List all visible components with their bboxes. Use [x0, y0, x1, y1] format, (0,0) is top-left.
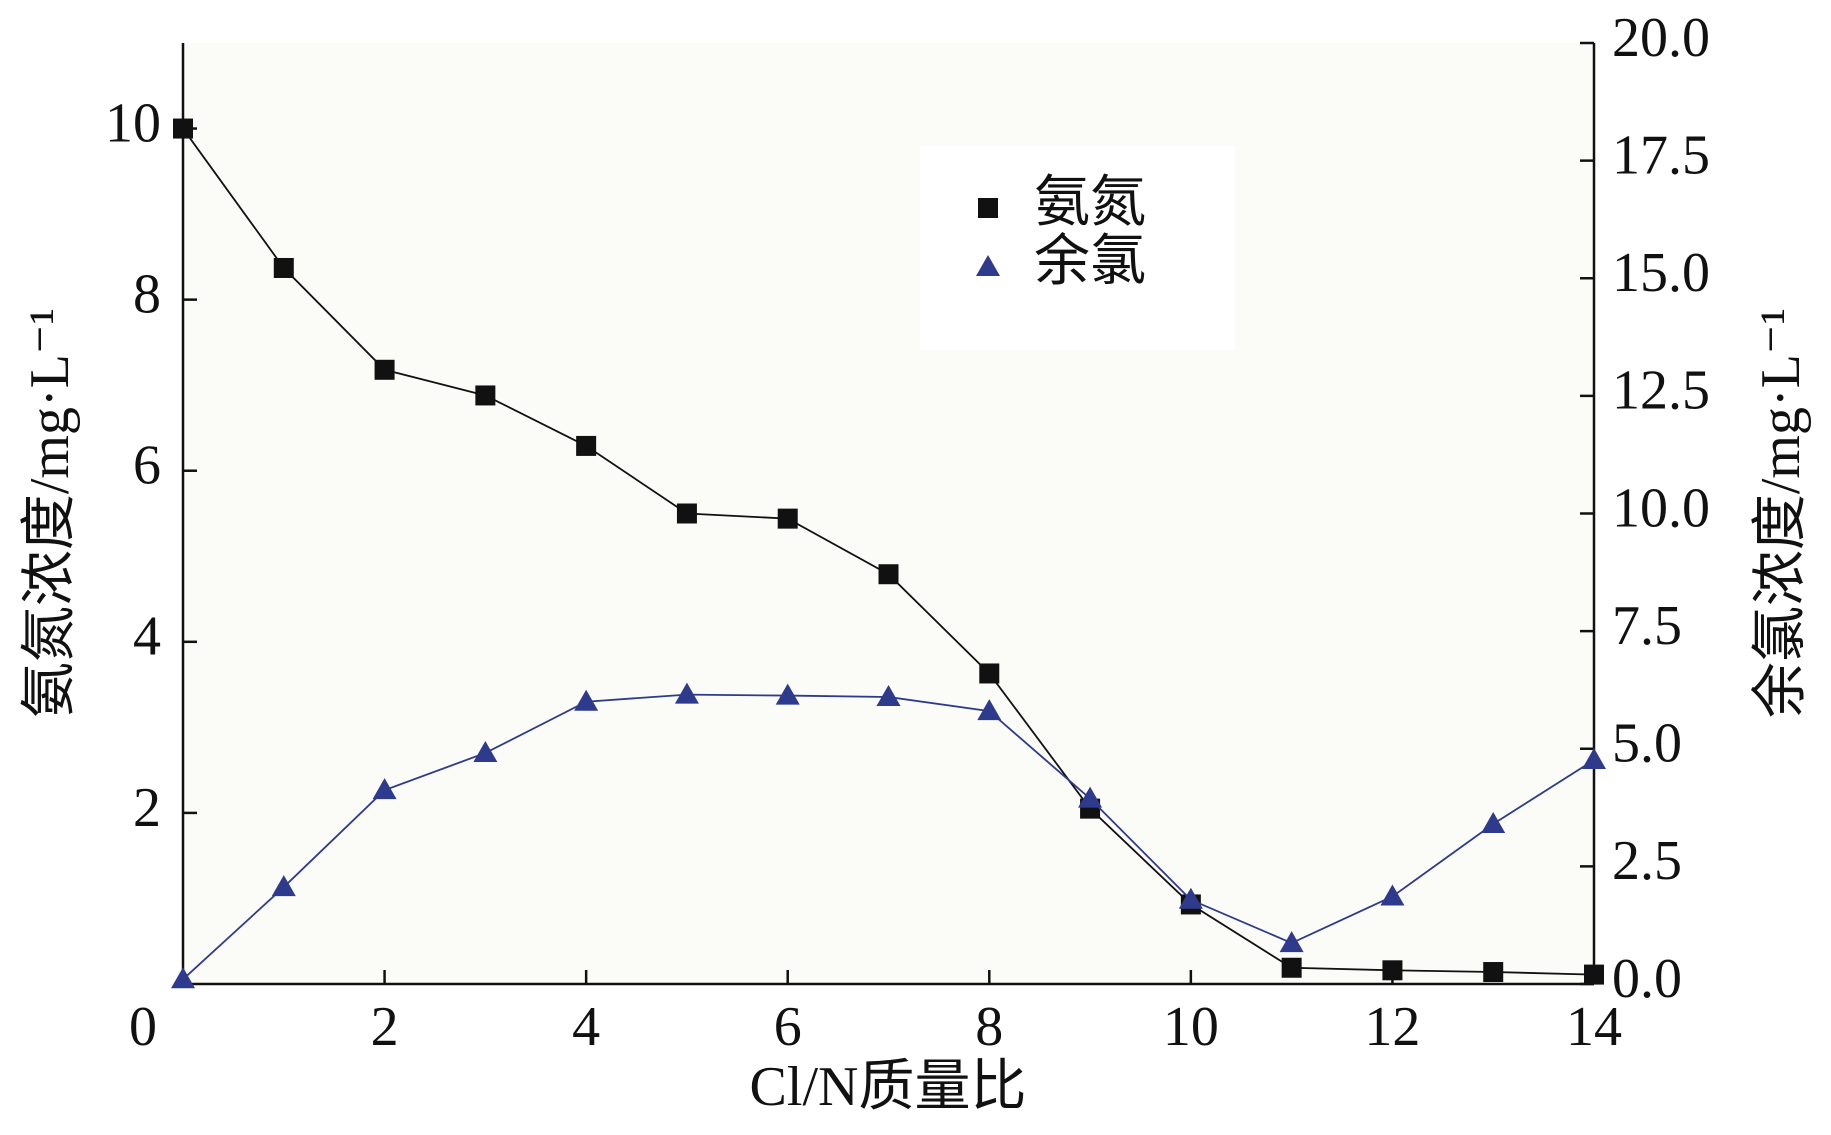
x-tick-label: 12 — [1364, 996, 1420, 1058]
point — [1481, 812, 1506, 834]
y-axis-label: 氨氮浓度/mg·L⁻¹ — [19, 308, 81, 718]
y-tick-label: 4 — [133, 606, 161, 668]
point — [676, 503, 697, 524]
x-axis-label: Cl/N质量比 — [750, 1056, 1027, 1118]
y-tick-label: 10 — [105, 92, 161, 154]
point — [173, 118, 193, 139]
x-tick-label: 10 — [1163, 996, 1219, 1058]
y2-tick-label: 17.5 — [1612, 124, 1710, 186]
y2-tick-label: 12.5 — [1612, 360, 1710, 422]
point — [475, 385, 496, 406]
legend-marker — [976, 255, 1000, 276]
y2-tick-label: 5.0 — [1612, 713, 1682, 775]
point — [576, 435, 597, 456]
point — [374, 359, 395, 380]
point — [1078, 786, 1103, 808]
y2-tick-label: 20.0 — [1612, 7, 1710, 69]
y2-axis-label: 余氯浓度/mg·L⁻¹ — [1750, 308, 1812, 718]
y-tick-label: 6 — [133, 435, 161, 497]
point — [473, 740, 498, 762]
legend-label: 氨氮 — [1034, 172, 1146, 234]
point — [1582, 748, 1606, 770]
point — [273, 257, 294, 278]
point — [171, 967, 195, 989]
x-tick-label: 2 — [371, 996, 399, 1058]
y2-tick-label: 2.5 — [1612, 830, 1682, 892]
y2-tick-label: 0.0 — [1612, 948, 1682, 1010]
point — [1178, 887, 1203, 909]
point — [1380, 884, 1405, 906]
y2-tick-label: 10.0 — [1612, 477, 1710, 539]
x-tick-label: 0 — [129, 996, 157, 1058]
point — [1279, 931, 1304, 953]
point — [878, 564, 899, 585]
point — [777, 508, 798, 529]
point — [574, 689, 599, 711]
point — [979, 663, 1000, 684]
y-tick-label: 8 — [133, 263, 161, 325]
point — [876, 684, 901, 706]
x-tick-label: 6 — [774, 996, 802, 1058]
point — [1281, 957, 1302, 978]
legend-marker — [978, 198, 998, 218]
point — [1584, 964, 1604, 985]
legend-box — [920, 146, 1235, 350]
point — [372, 778, 397, 800]
point — [271, 875, 296, 897]
plot-background — [183, 43, 1594, 984]
point — [1382, 960, 1403, 981]
point — [1483, 962, 1504, 983]
x-tick-label: 14 — [1566, 996, 1622, 1058]
x-tick-label: 4 — [572, 996, 600, 1058]
point — [775, 683, 800, 705]
point — [674, 682, 699, 704]
y-tick-label: 2 — [133, 777, 161, 839]
y2-tick-label: 7.5 — [1612, 595, 1682, 657]
y2-tick-label: 15.0 — [1612, 242, 1710, 304]
x-tick-label: 8 — [975, 996, 1003, 1058]
point — [977, 699, 1002, 721]
legend-label: 余氯 — [1034, 231, 1146, 293]
